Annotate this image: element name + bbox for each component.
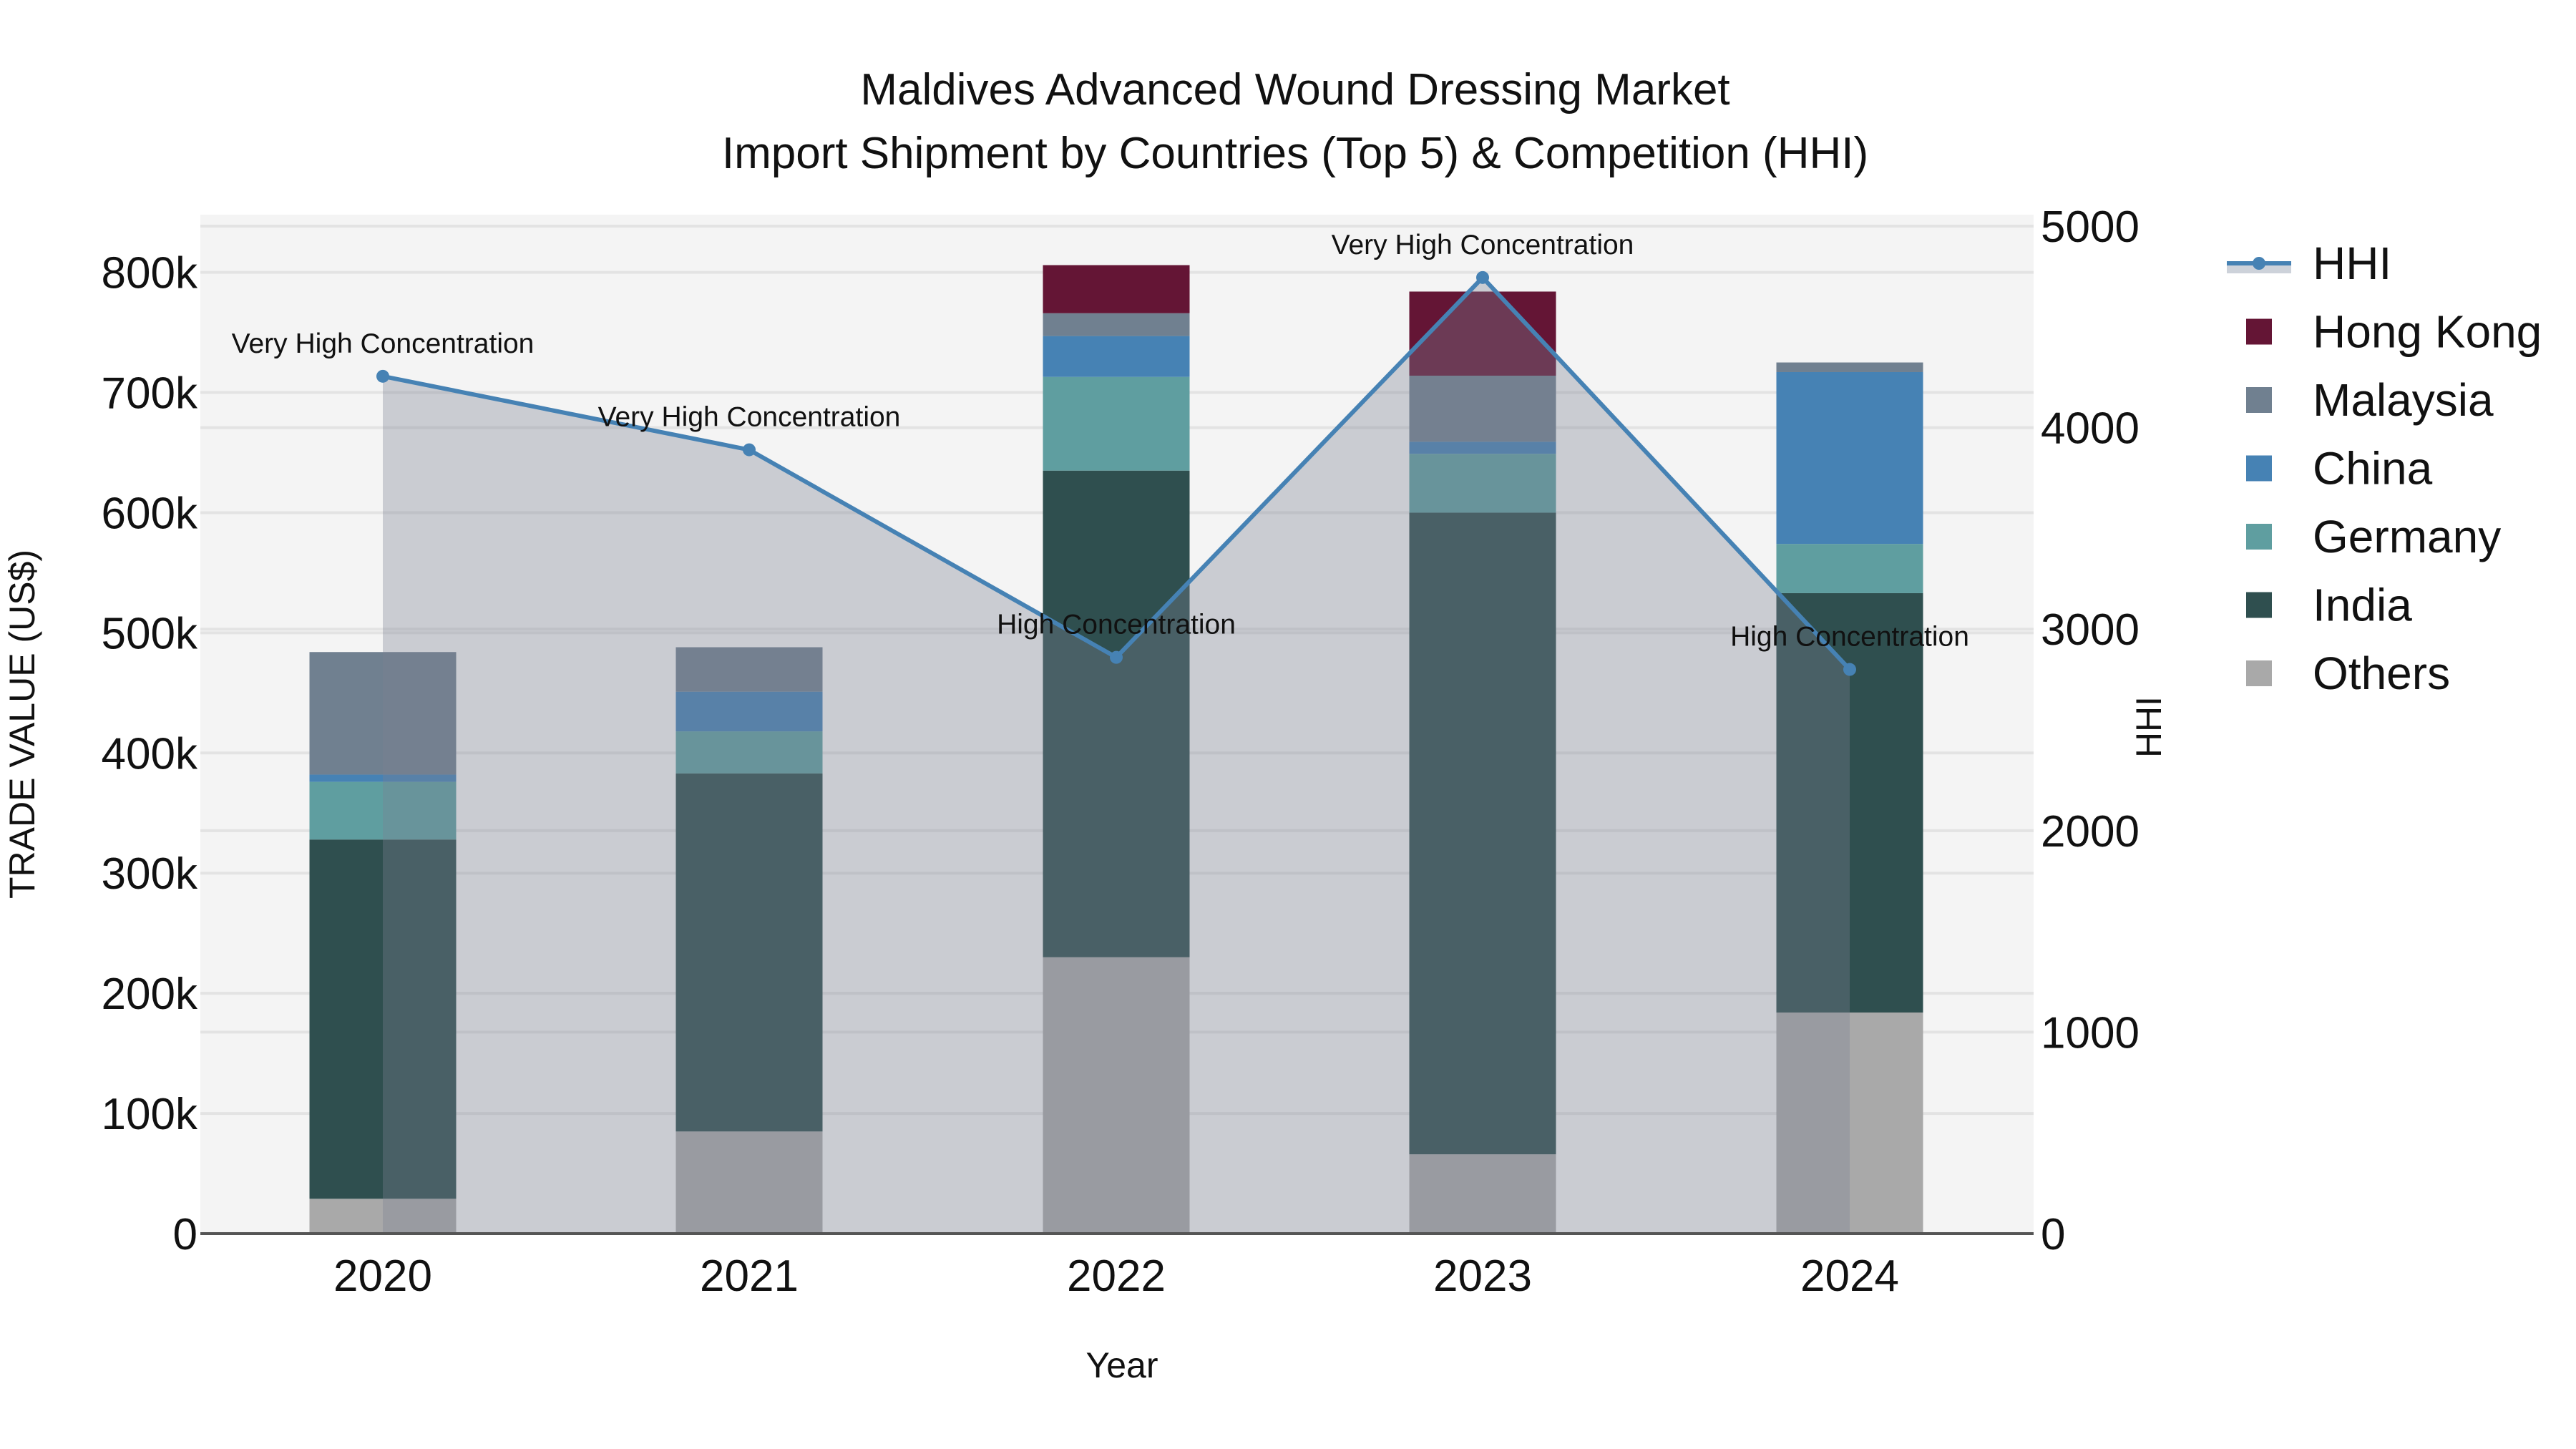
bar-segment-germany (1409, 454, 1556, 513)
legend-label: HHI (2313, 238, 2391, 289)
legend-swatch-icon (2246, 387, 2272, 413)
bar-stack-2023 (1409, 291, 1556, 1234)
bar-segment-india (675, 773, 823, 1132)
y-tick-label: 200k (102, 970, 198, 1019)
hhi-marker-2022 (1110, 650, 1123, 664)
y2-tick-label: 3000 (2041, 605, 2140, 655)
legend-marker-icon (2253, 257, 2265, 270)
legend-item-hhi[interactable]: HHI (2227, 238, 2391, 289)
axes: 0 100k 200k 300k 400k 500k 600k 700k 800k 0 1000 20… (102, 203, 2140, 1301)
hhi-marker-2020 (376, 369, 389, 383)
bar-segment-others (309, 1199, 457, 1234)
chart-title-line2: Import Shipment by Countries (Top 5) & C… (722, 129, 1868, 178)
stacked-bars (309, 265, 1923, 1234)
x-tick-label: 2020 (333, 1252, 432, 1301)
hhi-marker-2024 (1843, 663, 1856, 676)
hhi-line (376, 270, 1856, 676)
legend-label: Others (2313, 648, 2450, 699)
legend-item-china[interactable]: China (2246, 443, 2433, 494)
legend-swatch-icon (2246, 660, 2272, 686)
bar-stack-2022 (1043, 265, 1190, 1234)
y2-axis-title: HHI (2129, 696, 2169, 758)
hhi-area-fill (383, 277, 1850, 1234)
bar-segment-others (675, 1131, 823, 1234)
y2-tick-label: 1000 (2041, 1008, 2140, 1058)
legend-label: Hong Kong (2313, 306, 2542, 358)
bar-segment-india (1409, 512, 1556, 1155)
bar-segment-malaysia (1409, 376, 1556, 442)
y-tick-label: 100k (102, 1090, 198, 1139)
legend-item-germany[interactable]: Germany (2246, 511, 2501, 562)
y2-tick-label: 2000 (2041, 807, 2140, 857)
bar-segment-germany (675, 731, 823, 774)
bar-stack-2024 (1776, 362, 1923, 1234)
legend-swatch-icon (2246, 318, 2272, 345)
bar-segment-malaysia (1043, 313, 1190, 336)
bar-stack-2021 (675, 647, 823, 1234)
x-tick-label: 2023 (1433, 1252, 1532, 1301)
legend: HHI Hong Kong Malaysia China Germany India Oth… (2227, 238, 2542, 699)
legend-label: China (2313, 443, 2433, 494)
legend-swatch-icon (2246, 524, 2272, 550)
chart-title-line1: Maldives Advanced Wound Dressing Market (860, 65, 1729, 114)
legend-label: India (2313, 580, 2412, 631)
hhi-annotation-2021: Very High Concentration (598, 402, 901, 433)
bar-segment-china (309, 774, 457, 782)
hhi-fill-area (383, 277, 1850, 1234)
y-tick-label: 800k (102, 249, 198, 298)
bar-segment-china (675, 691, 823, 732)
y2-tick-label: 0 (2041, 1210, 2065, 1259)
hhi-annotations: Very High Concentration Very High Concent… (232, 230, 1969, 653)
y2-tick-label: 5000 (2041, 203, 2140, 252)
y-tick-label: 0 (173, 1210, 197, 1259)
hhi-annotation-2020: Very High Concentration (232, 328, 535, 359)
bar-segment-china (1409, 441, 1556, 454)
bar-segment-malaysia (675, 647, 823, 692)
hhi-marker-2021 (743, 443, 756, 457)
y-tick-label: 400k (102, 729, 198, 779)
hhi-annotation-2023: Very High Concentration (1332, 230, 1634, 260)
bar-segment-germany (309, 781, 457, 840)
y2-tick-label: 4000 (2041, 404, 2140, 454)
x-tick-label: 2021 (700, 1252, 799, 1301)
y-tick-label: 500k (102, 609, 198, 658)
bar-segment-hong-kong (1409, 291, 1556, 376)
bar-segment-others (1409, 1154, 1556, 1234)
legend-item-india[interactable]: India (2246, 580, 2412, 631)
y-tick-label: 700k (102, 369, 198, 419)
bar-stack-2020 (309, 652, 457, 1234)
legend-item-others[interactable]: Others (2246, 648, 2450, 699)
hhi-annotation-2022: High Concentration (997, 610, 1236, 640)
bar-segment-germany (1776, 544, 1923, 593)
bar-segment-china (1776, 371, 1923, 545)
bar-segment-others (1043, 957, 1190, 1234)
legend-label: Germany (2313, 511, 2501, 562)
legend-swatch-icon (2246, 455, 2272, 482)
bar-segment-hong-kong (1043, 265, 1190, 313)
y-tick-label: 300k (102, 849, 198, 899)
bar-segment-germany (1043, 376, 1190, 471)
legend-label: Malaysia (2313, 374, 2494, 426)
hhi-marker-2023 (1476, 270, 1489, 284)
y-tick-label: 600k (102, 489, 198, 538)
bar-segment-others (1776, 1013, 1923, 1234)
bar-segment-india (1043, 470, 1190, 957)
x-axis-title: Year (1085, 1345, 1158, 1385)
bar-segment-china (1043, 336, 1190, 377)
legend-item-hong-kong[interactable]: Hong Kong (2246, 306, 2542, 358)
x-tick-label: 2022 (1067, 1252, 1166, 1301)
bar-segment-malaysia (309, 652, 457, 775)
y-axis-title: TRADE VALUE (US$) (2, 550, 42, 899)
bar-segment-malaysia (1776, 362, 1923, 372)
x-tick-label: 2024 (1800, 1252, 1899, 1301)
legend-item-malaysia[interactable]: Malaysia (2246, 374, 2494, 426)
hhi-annotation-2024: High Concentration (1730, 622, 1969, 653)
bar-segment-india (309, 839, 457, 1199)
legend-swatch-icon (2246, 592, 2272, 618)
